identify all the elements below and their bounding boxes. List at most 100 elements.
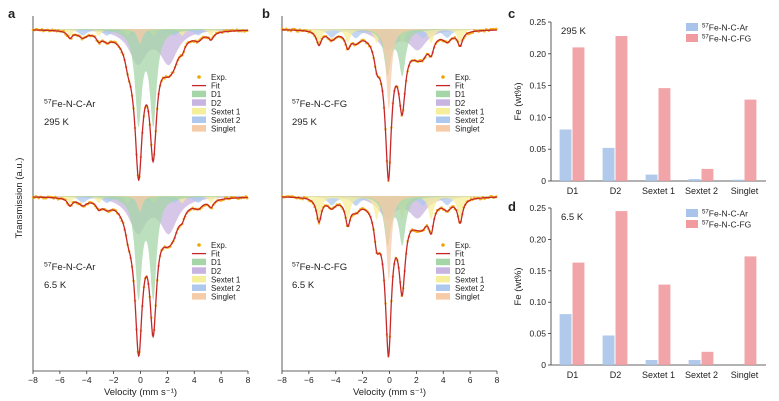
category-label: D1 xyxy=(567,186,579,196)
y-tick-label: 0 xyxy=(541,360,546,370)
bar-chart-c: 0 0.05 0.10 0.15 0.20 0.25 Fe (wt%) 295 K D1 D2 Se… xyxy=(513,17,766,196)
legend-label: D2 xyxy=(211,99,222,108)
x-tick-label: −2 xyxy=(109,375,119,385)
legend-swatch-fg xyxy=(686,220,698,228)
legend-swatch-sextet-2 xyxy=(192,284,206,291)
exp-point xyxy=(317,222,321,225)
legend-label: Exp. xyxy=(455,73,471,82)
fit-line xyxy=(33,29,248,182)
bar-ar-sextet-1 xyxy=(645,360,658,365)
panel-a-axes: −8 −6 −4 −2 0 2 4 6 8 Velocity (mm s⁻¹) xyxy=(28,16,251,398)
panel-label-c: c xyxy=(508,6,515,21)
legend-swatch-singlet xyxy=(436,125,450,132)
bar-ar-sextet-2 xyxy=(688,360,701,365)
legend-swatch-sextet-2 xyxy=(192,116,206,123)
component-singlet xyxy=(282,196,497,281)
legend-swatch-d1 xyxy=(436,258,450,266)
bar-fg-sextet-1 xyxy=(658,284,671,365)
bar-fg-sextet-1 xyxy=(658,88,671,181)
category-label: Singlet xyxy=(731,186,759,196)
legend-swatch-singlet xyxy=(192,293,206,300)
legend-swatch-sextet-1 xyxy=(436,275,450,283)
spectrum-a-1 xyxy=(31,27,249,182)
legend-label: Exp. xyxy=(211,73,227,82)
bar-ar-sextet-2 xyxy=(688,179,701,181)
legend-swatch-exp xyxy=(197,243,201,247)
panel-label-b: b xyxy=(262,6,270,21)
x-tick-label: −6 xyxy=(304,375,314,385)
bar-fg-sextet-2 xyxy=(701,351,714,365)
category-label: D1 xyxy=(567,370,579,380)
component-d1 xyxy=(33,196,248,301)
component-sextet-2 xyxy=(282,196,497,206)
panel-label-d: d xyxy=(508,199,516,214)
x-tick-label: 0 xyxy=(138,375,143,385)
y-tick-label: 0.10 xyxy=(529,297,546,307)
legend-swatch-ar xyxy=(686,23,698,31)
x-tick-label: 4 xyxy=(441,375,446,385)
legend-swatch-sextet-1 xyxy=(436,107,450,115)
legend-label: D2 xyxy=(455,99,466,108)
legend-label: Singlet xyxy=(211,293,236,302)
x-tick-label: 8 xyxy=(246,375,251,385)
x-tick-label: 8 xyxy=(495,375,500,385)
bar-fg-singlet xyxy=(744,99,757,181)
x-tick-label: 2 xyxy=(414,375,419,385)
x-tick-label: −6 xyxy=(55,375,65,385)
bar-ar-singlet xyxy=(731,179,744,181)
y-tick-label: 0.15 xyxy=(529,81,546,91)
legend-label: D1 xyxy=(455,258,466,267)
x-tick-label: 2 xyxy=(165,375,170,385)
x-tick-label: −4 xyxy=(82,375,92,385)
legend-swatch-singlet xyxy=(436,293,450,300)
y-tick-label: 0.15 xyxy=(529,266,546,276)
legend-label: Singlet xyxy=(211,125,236,134)
fit-line xyxy=(282,196,497,359)
y-tick-label: 0.25 xyxy=(529,203,546,213)
category-label: Sextet 2 xyxy=(685,186,718,196)
x-tick-label: −4 xyxy=(331,375,341,385)
x-tick-label: −2 xyxy=(358,375,368,385)
sample-label: 57Fe-N-C-Ar xyxy=(44,262,95,273)
legend-swatch-sextet-2 xyxy=(436,116,450,123)
y-axis-label: Fe (wt%) xyxy=(513,83,524,121)
component-sextet-2 xyxy=(282,29,497,39)
legend-label: D1 xyxy=(455,90,466,99)
component-sextet-2 xyxy=(33,29,248,36)
spectrum-a-2 xyxy=(31,195,249,358)
legend-label: Fit xyxy=(211,82,221,91)
panel-b-axes: −8 −6 −4 −2 0 2 4 6 8 Velocity (mm s⁻¹) xyxy=(277,16,500,398)
category-label: Singlet xyxy=(731,370,759,380)
bar-ar-sextet-1 xyxy=(645,174,658,181)
legend-label: Exp. xyxy=(455,241,471,250)
spectrum-b-1 xyxy=(280,27,498,183)
legend-label: 57Fe-N-C-FG xyxy=(702,220,751,230)
bar-fg-singlet xyxy=(744,256,757,365)
legend-label: D2 xyxy=(211,267,222,276)
legend-label: D2 xyxy=(455,267,466,276)
legend-label: Fit xyxy=(455,250,465,259)
legend-swatch-d1 xyxy=(192,90,206,98)
x-tick-label: 4 xyxy=(192,375,197,385)
temperature-annotation: 6.5 K xyxy=(561,212,584,223)
legend-label: 57Fe-N-C-FG xyxy=(702,34,751,44)
legend-label: Sextet 2 xyxy=(211,284,241,293)
category-label: D2 xyxy=(610,186,622,196)
category-label: D2 xyxy=(610,370,622,380)
temperature-label: 6.5 K xyxy=(44,280,67,291)
temperature-label: 295 K xyxy=(292,117,317,128)
legend-swatch-ar xyxy=(686,209,698,217)
component-singlet xyxy=(33,196,248,212)
x-tick-label: −8 xyxy=(277,375,287,385)
fit-line xyxy=(33,196,248,358)
y-tick-label: 0.05 xyxy=(529,329,546,339)
bar-ar-d1 xyxy=(559,314,572,365)
bar-fg-d2 xyxy=(615,211,628,365)
x-axis-label: Velocity (mm s⁻¹) xyxy=(104,387,177,398)
temperature-label: 295 K xyxy=(44,117,69,128)
legend-label: Singlet xyxy=(455,293,480,302)
legend-label: 57Fe-N-C-Ar xyxy=(702,209,748,219)
legend-label: Fit xyxy=(455,82,465,91)
